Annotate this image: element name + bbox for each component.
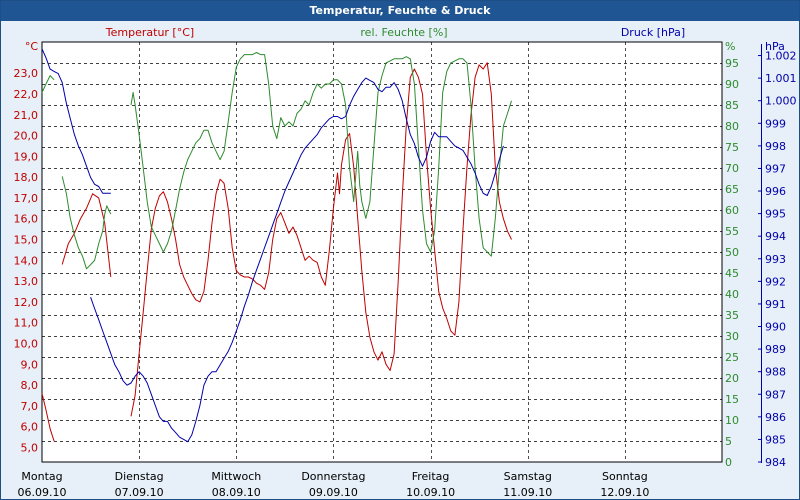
temperature-tick-label: 5,0	[21, 441, 39, 454]
pressure-tick-label: 1.001	[765, 72, 797, 85]
humidity-tick-label: 65	[725, 183, 739, 196]
humidity-tick-label: 25	[725, 351, 739, 364]
pressure-tick-label: 1.000	[765, 95, 797, 108]
humidity-tick-label: 45	[725, 267, 739, 280]
pressure-tick-label: 992	[765, 275, 786, 288]
pressure-tick-label: 989	[765, 343, 786, 356]
pressure-tick-label: 988	[765, 366, 786, 379]
temperature-tick-label: 14,0	[14, 254, 39, 267]
pressure-tick-label: 1.002	[765, 50, 797, 63]
pressure-tick-label: 996	[765, 185, 786, 198]
temperature-tick-label: 7,0	[21, 400, 39, 413]
pressure-tick-label: 993	[765, 253, 786, 266]
humidity-tick-label: 15	[725, 393, 739, 406]
x-tick-label-day: Dienstag	[115, 470, 164, 483]
humidity-tick-label: 50	[725, 246, 739, 259]
temperature-tick-label: 11,0	[14, 317, 39, 330]
pressure-tick-label: 998	[765, 140, 786, 153]
temperature-tick-label: 10,0	[14, 337, 39, 350]
humidity-tick-label: 75	[725, 141, 739, 154]
humidity-series-line	[41, 75, 55, 93]
legend-humidity: rel. Feuchte [%]	[360, 26, 447, 39]
temperature-tick-label: 18,0	[14, 171, 39, 184]
humidity-tick-label: 60	[725, 204, 739, 217]
x-tick-label-date: 07.09.10	[115, 486, 164, 499]
pressure-tick-label: 999	[765, 117, 786, 130]
pressure-series-line	[90, 77, 504, 443]
x-tick-label-date: 08.09.10	[212, 486, 261, 499]
x-tick-label-day: Sonntag	[602, 470, 648, 483]
legend-temperature: Temperatur [°C]	[105, 26, 194, 39]
temperature-tick-label: 19,0	[14, 150, 39, 163]
temperature-tick-label: 12,0	[14, 296, 39, 309]
pressure-unit-label: hPa	[765, 40, 785, 53]
humidity-tick-label: 80	[725, 120, 739, 133]
temperature-tick-label: 6,0	[21, 421, 39, 434]
temperature-series-line	[61, 193, 112, 278]
legend-pressure: Druck [hPa]	[621, 26, 685, 39]
humidity-tick-label: 90	[725, 78, 739, 91]
pressure-tick-label: 995	[765, 208, 786, 221]
temperature-series-line	[130, 62, 512, 417]
humidity-unit-label: %	[725, 40, 735, 53]
pressure-tick-label: 985	[765, 433, 786, 446]
x-tick-label-date: 09.09.10	[309, 486, 358, 499]
pressure-tick-label: 984	[765, 456, 786, 469]
x-tick-label-date: 11.09.10	[503, 486, 552, 499]
temperature-tick-label: 20,0	[14, 130, 39, 143]
humidity-tick-label: 70	[725, 162, 739, 175]
humidity-series-line	[61, 176, 112, 270]
pressure-tick-label: 987	[765, 388, 786, 401]
humidity-tick-label: 20	[725, 372, 739, 385]
humidity-tick-label: 85	[725, 99, 739, 112]
temperature-tick-label: 15,0	[14, 234, 39, 247]
humidity-tick-label: 10	[725, 414, 739, 427]
humidity-tick-label: 95	[725, 57, 739, 70]
x-tick-label-date: 06.09.10	[18, 486, 67, 499]
temperature-tick-label: 13,0	[14, 275, 39, 288]
temperature-unit-label: °C	[25, 40, 39, 53]
pressure-tick-label: 994	[765, 230, 786, 243]
temperature-tick-label: 17,0	[14, 192, 39, 205]
x-tick-label-day: Freitag	[412, 470, 450, 483]
pressure-tick-label: 986	[765, 411, 786, 424]
humidity-series-line	[130, 52, 512, 257]
temperature-tick-label: 21,0	[14, 109, 39, 122]
x-tick-label-day: Samstag	[504, 470, 552, 483]
humidity-tick-label: 5	[725, 435, 732, 448]
humidity-tick-label: 40	[725, 288, 739, 301]
pressure-tick-label: 990	[765, 321, 786, 334]
temperature-tick-label: 9,0	[21, 358, 39, 371]
x-tick-label-day: Donnerstag	[301, 470, 365, 483]
temperature-tick-label: 23,0	[14, 67, 39, 80]
x-tick-label-day: Mittwoch	[211, 470, 261, 483]
pressure-series-line	[41, 48, 111, 194]
pressure-tick-label: 991	[765, 298, 786, 311]
chart-title: Temperatur, Feuchte & Druck	[1, 1, 799, 21]
x-tick-label-day: Montag	[21, 470, 62, 483]
x-tick-label-date: 10.09.10	[406, 486, 455, 499]
humidity-tick-label: 55	[725, 225, 739, 238]
temperature-series-line	[41, 393, 55, 442]
humidity-tick-label: 35	[725, 309, 739, 322]
plot-area	[41, 41, 723, 463]
x-tick-label-date: 12.09.10	[600, 486, 649, 499]
temperature-tick-label: 16,0	[14, 213, 39, 226]
temperature-tick-label: 22,0	[14, 88, 39, 101]
temperature-tick-label: 8,0	[21, 379, 39, 392]
humidity-tick-label: 0	[725, 456, 732, 469]
humidity-tick-label: 30	[725, 330, 739, 343]
pressure-tick-label: 997	[765, 162, 786, 175]
